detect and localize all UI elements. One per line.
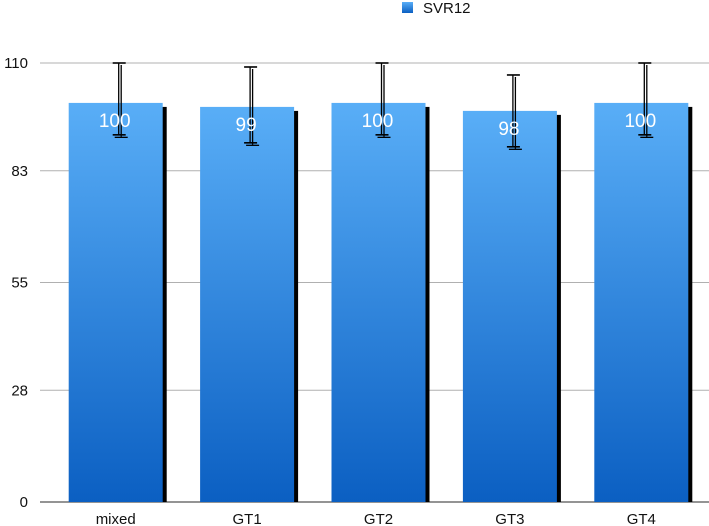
- legend-label: SVR12: [423, 0, 471, 17]
- bar: [331, 102, 426, 502]
- data-label: 98: [498, 119, 519, 140]
- bar: [68, 102, 163, 502]
- data-label: 100: [624, 111, 656, 132]
- y-tick-label: 0: [20, 494, 28, 511]
- bar: [200, 106, 295, 503]
- error-bars: [112, 62, 654, 150]
- bar: [594, 102, 689, 502]
- legend: SVR12: [402, 0, 471, 17]
- y-tick-label: 28: [11, 382, 28, 399]
- data-label: 100: [99, 111, 131, 132]
- bar: [462, 110, 557, 503]
- data-label: 99: [236, 115, 257, 136]
- x-category-label: GT2: [364, 511, 393, 526]
- y-tick-label: 110: [4, 55, 28, 72]
- x-category-label: GT4: [627, 511, 656, 526]
- x-category-label: GT1: [233, 511, 262, 526]
- data-label: 100: [362, 111, 394, 132]
- y-tick-label: 83: [11, 163, 28, 180]
- x-category-label: GT3: [495, 511, 524, 526]
- legend-swatch: [402, 2, 413, 13]
- data-labels: 100 99 100 98 100: [99, 111, 656, 140]
- x-category-label: mixed: [96, 511, 136, 526]
- y-axis-ticks: 0 28 55 83 110: [4, 55, 28, 511]
- x-axis-categories: mixed GT1 GT2 GT3 GT4: [96, 511, 656, 526]
- y-tick-label: 55: [11, 275, 28, 292]
- bars: [68, 102, 693, 503]
